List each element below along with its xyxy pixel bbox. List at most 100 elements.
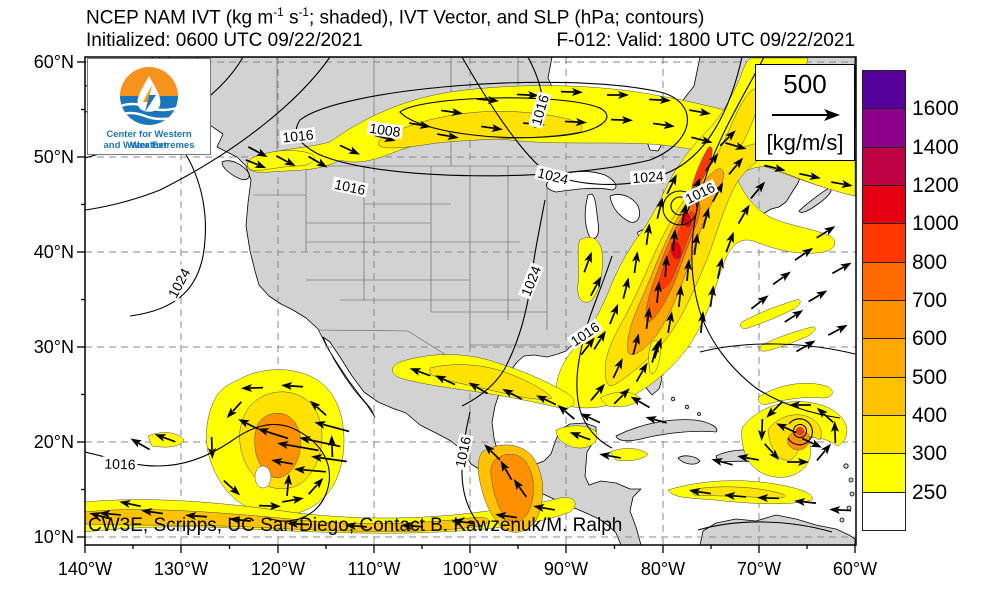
ivt-vector-arrow [130,438,150,451]
lat-tick-label: 40°N [33,242,74,262]
ivt-vector-arrow [185,512,208,520]
ivt-vector-arrow [401,522,424,530]
lon-tick-label: 130°W [153,559,209,579]
cw3e-logo-icon [120,67,178,125]
ivt-vector-arrow [409,368,431,377]
ivt-vector-arrow [437,132,459,140]
ivt-vector-arrow [796,340,816,353]
ivt-vector-arrow [484,444,501,461]
ivt-vector-arrow [99,510,122,518]
ivt-vector-arrow [154,434,176,443]
colorbar-tick-label: 300 [912,442,948,466]
attribution-text: CW3E, Scripps, UC San Diego, Contact B. … [88,515,623,536]
ivt-vector-arrow [271,458,293,466]
lat-tick-label: 10°N [33,527,74,547]
ivt-vector-arrow [495,512,518,520]
ivt-vector-arrow [784,310,804,323]
valid-time-label: F-012: Valid: 1800 UTC 09/22/2021 [556,30,855,51]
ivt-vector-arrow [208,436,216,459]
ivt-vector-arrow [757,494,780,502]
ivt-vector-arrow [712,182,724,203]
ivt-vector-arrow [275,155,296,167]
lon-tick-label: 140°W [57,559,113,579]
ivt-vector-arrow [339,144,360,155]
ivt-vector-arrow [409,121,431,129]
ivt-vector-arrow [308,155,328,168]
lon-tick-label: 90°W [543,559,589,579]
ivt-vector-arrow [583,251,592,273]
ivt-vector-arrow [328,435,336,458]
ivt-vector-arrow [257,428,289,440]
logo-text-line1: Center for Western Weather [106,129,192,151]
colorbar-segment [862,338,906,378]
ivt-vector-arrow [724,492,747,500]
ivt-vector-arrow [704,152,719,172]
ivt-vector-arrow [648,96,671,104]
ivt-vector-arrow [716,257,724,279]
colorbar-segment [862,261,906,301]
ivt-vector-arrow [500,460,513,480]
ivt-vector-arrow [282,496,304,504]
ivt-vector-arrow [569,432,591,441]
ivt-vector-arrow [247,146,268,158]
ivt-vector-arrow [764,164,786,172]
ivt-vector-arrow [799,172,821,180]
colorbar-tick-label: 800 [912,250,948,274]
ivt-vector-arrow [440,108,463,116]
ivt-vector-arrow [632,251,640,274]
ivt-vector-arrow [599,452,621,460]
reference-vector-value: 500 [783,69,827,99]
ivt-vector-arrow [644,307,652,330]
ivt-vector-arrow [829,506,852,514]
ivt-vector-arrow [750,295,769,310]
ivt-vector-arrow [590,383,606,401]
colorbar-segment [862,415,906,455]
ivt-vector-arrow [630,396,650,409]
ivt-vector-arrow [141,508,164,516]
ivt-vector-arrow [560,88,583,96]
ivt-vector-arrow [89,512,111,520]
ivt-vector-arrow [635,362,648,382]
ivt-vector-arrow [590,276,602,297]
colorbar-tick-label: 400 [912,404,948,427]
ivt-vector-arrow [689,108,711,116]
lat-tick-label: 30°N [33,337,74,357]
ivt-vector-arrow [277,441,319,452]
lon-tick-label: 60°W [832,559,878,579]
ivt-vector-arrow [229,516,252,524]
ivt-vector-arrow [308,477,324,495]
cw3e-logo: Center for Western Weather and Water Ext… [87,58,211,155]
ivt-vector-arrow [816,226,836,239]
ivt-vector-arrow [314,421,350,433]
ivt-vector-arrow [711,458,733,466]
ivt-vector-arrow [831,421,839,444]
ivt-vector-arrow [622,277,630,299]
colorbar-segment [862,223,906,263]
ivt-vector-arrow [698,311,706,334]
colorbar-tick-label: 1600 [912,97,959,121]
ivt-vector-arrow [435,375,456,386]
ivt-vector-arrow [808,290,828,303]
ivt-vector-arrow [311,454,347,463]
ivt-vector-arrow [593,330,606,350]
ivt-vector-arrow [516,91,539,99]
colorbar-segment [862,376,906,416]
ivt-vector-arrow [476,96,499,104]
ivt-vector-arrow [309,400,327,416]
ivt-vector-arrow [281,382,304,390]
ivt-vector-arrow [827,324,848,336]
ivt-vector-arrow [610,116,633,124]
ivt-vector-arrow [676,285,684,308]
colorbar-segment [862,146,906,186]
ivt-vector-arrow [750,181,766,199]
colorbar-tick-label: 600 [912,327,948,351]
ivt-vector-arrow [787,458,809,466]
ivt-vector-arrow [513,478,528,498]
ivt-vector-arrow [725,142,747,150]
colorbar-segment [862,108,906,148]
logo-text-line2: and Water Extremes [103,140,195,151]
ivt-vector-arrow [609,303,619,325]
init-time-label: Initialized: 0600 UTC 09/22/2021 [86,30,363,51]
ivt-vector-arrow [670,229,678,252]
colorbar-tick-label: 500 [912,365,948,389]
